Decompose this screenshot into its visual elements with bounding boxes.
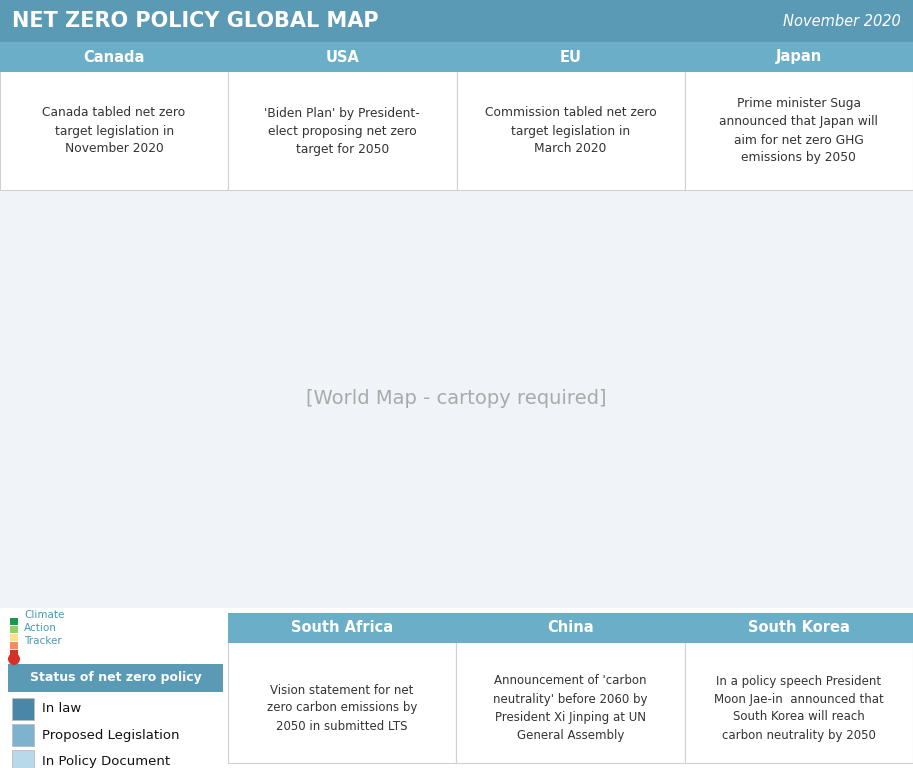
Bar <box>12 750 34 768</box>
Bar <box>0 190 913 608</box>
Bar <box>685 613 913 763</box>
Bar <box>456 613 685 763</box>
Text: EU: EU <box>560 49 582 65</box>
Bar <box>685 613 913 643</box>
Text: China: China <box>547 621 593 635</box>
Bar <box>12 698 34 720</box>
Text: Japan: Japan <box>776 49 822 65</box>
Bar <box>10 618 18 625</box>
Text: South Korea: South Korea <box>748 621 850 635</box>
Text: USA: USA <box>325 49 360 65</box>
Bar <box>12 724 34 746</box>
Bar <box>228 42 456 72</box>
Text: [World Map - cartopy required]: [World Map - cartopy required] <box>306 389 607 409</box>
Text: Climate
Action
Tracker: Climate Action Tracker <box>24 610 65 646</box>
Text: Commission tabled net zero
target legislation in
March 2020: Commission tabled net zero target legisl… <box>485 107 656 155</box>
Bar <box>0 42 228 72</box>
Bar <box>685 42 913 72</box>
Bar <box>8 664 223 692</box>
Text: Announcement of 'carbon
neutrality' before 2060 by
President Xi Jinping at UN
Ge: Announcement of 'carbon neutrality' befo… <box>493 674 647 741</box>
Text: Vision statement for net
zero carbon emissions by
2050 in submitted LTS: Vision statement for net zero carbon emi… <box>267 684 417 733</box>
Text: Canada: Canada <box>83 49 145 65</box>
Text: Status of net zero policy: Status of net zero policy <box>29 671 202 684</box>
Bar <box>228 613 456 763</box>
Circle shape <box>8 653 20 665</box>
Bar <box>0 42 228 190</box>
Bar <box>456 613 685 643</box>
Bar <box>685 42 913 190</box>
Text: November 2020: November 2020 <box>783 14 901 28</box>
Bar <box>456 42 685 190</box>
Bar <box>10 626 18 633</box>
Text: In law: In law <box>42 703 81 716</box>
Bar <box>10 650 18 657</box>
Text: South Africa: South Africa <box>291 621 394 635</box>
Text: NET ZERO POLICY GLOBAL MAP: NET ZERO POLICY GLOBAL MAP <box>12 11 379 31</box>
Text: In Policy Document: In Policy Document <box>42 754 170 767</box>
Text: 'Biden Plan' by President-
elect proposing net zero
target for 2050: 'Biden Plan' by President- elect proposi… <box>265 107 420 155</box>
Text: Proposed Legislation: Proposed Legislation <box>42 729 180 741</box>
Bar <box>0 0 913 42</box>
Bar <box>228 613 456 643</box>
Bar <box>10 642 18 649</box>
Bar <box>228 42 456 190</box>
Bar <box>456 42 685 72</box>
Bar <box>10 634 18 641</box>
Text: Prime minister Suga
announced that Japan will
aim for net zero GHG
emissions by : Prime minister Suga announced that Japan… <box>719 98 878 164</box>
Text: Canada tabled net zero
target legislation in
November 2020: Canada tabled net zero target legislatio… <box>43 107 185 155</box>
Text: In a policy speech President
Moon Jae-in  announced that
South Korea will reach
: In a policy speech President Moon Jae-in… <box>714 674 884 741</box>
